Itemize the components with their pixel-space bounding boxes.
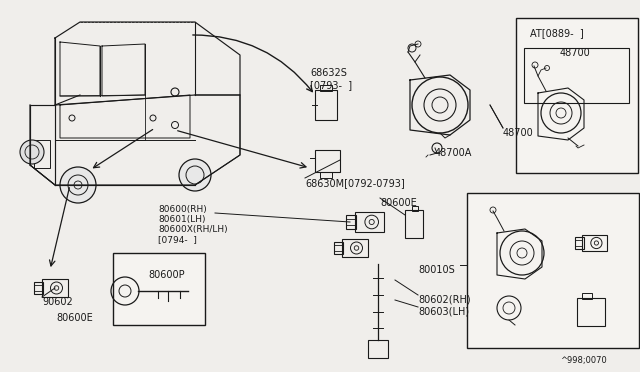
Bar [346,215,356,229]
Bar [405,210,423,238]
Text: 80600(RH): 80600(RH) [158,205,207,214]
Bar [577,298,605,326]
Circle shape [60,167,96,203]
Text: 80601(LH): 80601(LH) [158,215,205,224]
Text: [0793-  ]: [0793- ] [310,80,352,90]
Bar [342,239,368,257]
Text: 80600E: 80600E [380,198,417,208]
Circle shape [20,140,44,164]
Circle shape [179,159,211,191]
Text: 68632S: 68632S [310,68,347,78]
Text: 80600X(RH/LH): 80600X(RH/LH) [158,225,228,234]
Bar [355,212,385,232]
Bar [412,206,418,211]
Text: 68630M[0792-0793]: 68630M[0792-0793] [305,178,404,188]
Text: 80600P: 80600P [148,270,184,280]
Bar [582,235,607,251]
Text: 80600E: 80600E [56,313,93,323]
Text: 90602: 90602 [42,297,73,307]
Bar [368,340,388,358]
Text: AT[0889-  ]: AT[0889- ] [530,28,584,38]
Bar [582,293,592,299]
Bar [320,85,332,91]
Bar [524,48,629,103]
Bar [575,237,584,248]
Bar [113,253,205,325]
Text: 48700: 48700 [503,128,534,138]
Text: [0794-  ]: [0794- ] [158,235,197,244]
Text: 80602(RH): 80602(RH) [418,295,470,305]
Bar [320,172,332,178]
Bar [315,90,337,120]
Bar [34,282,43,294]
Text: 48700A: 48700A [435,148,472,158]
Bar [334,242,343,254]
Bar [34,140,50,168]
Bar [467,193,639,348]
Bar [42,279,68,297]
Text: ^998;0070: ^998;0070 [560,356,607,365]
Bar [315,150,340,172]
Text: 48700: 48700 [560,48,591,58]
Text: 80010S: 80010S [418,265,455,275]
Bar [516,18,638,173]
Text: 80603(LH): 80603(LH) [418,307,469,317]
